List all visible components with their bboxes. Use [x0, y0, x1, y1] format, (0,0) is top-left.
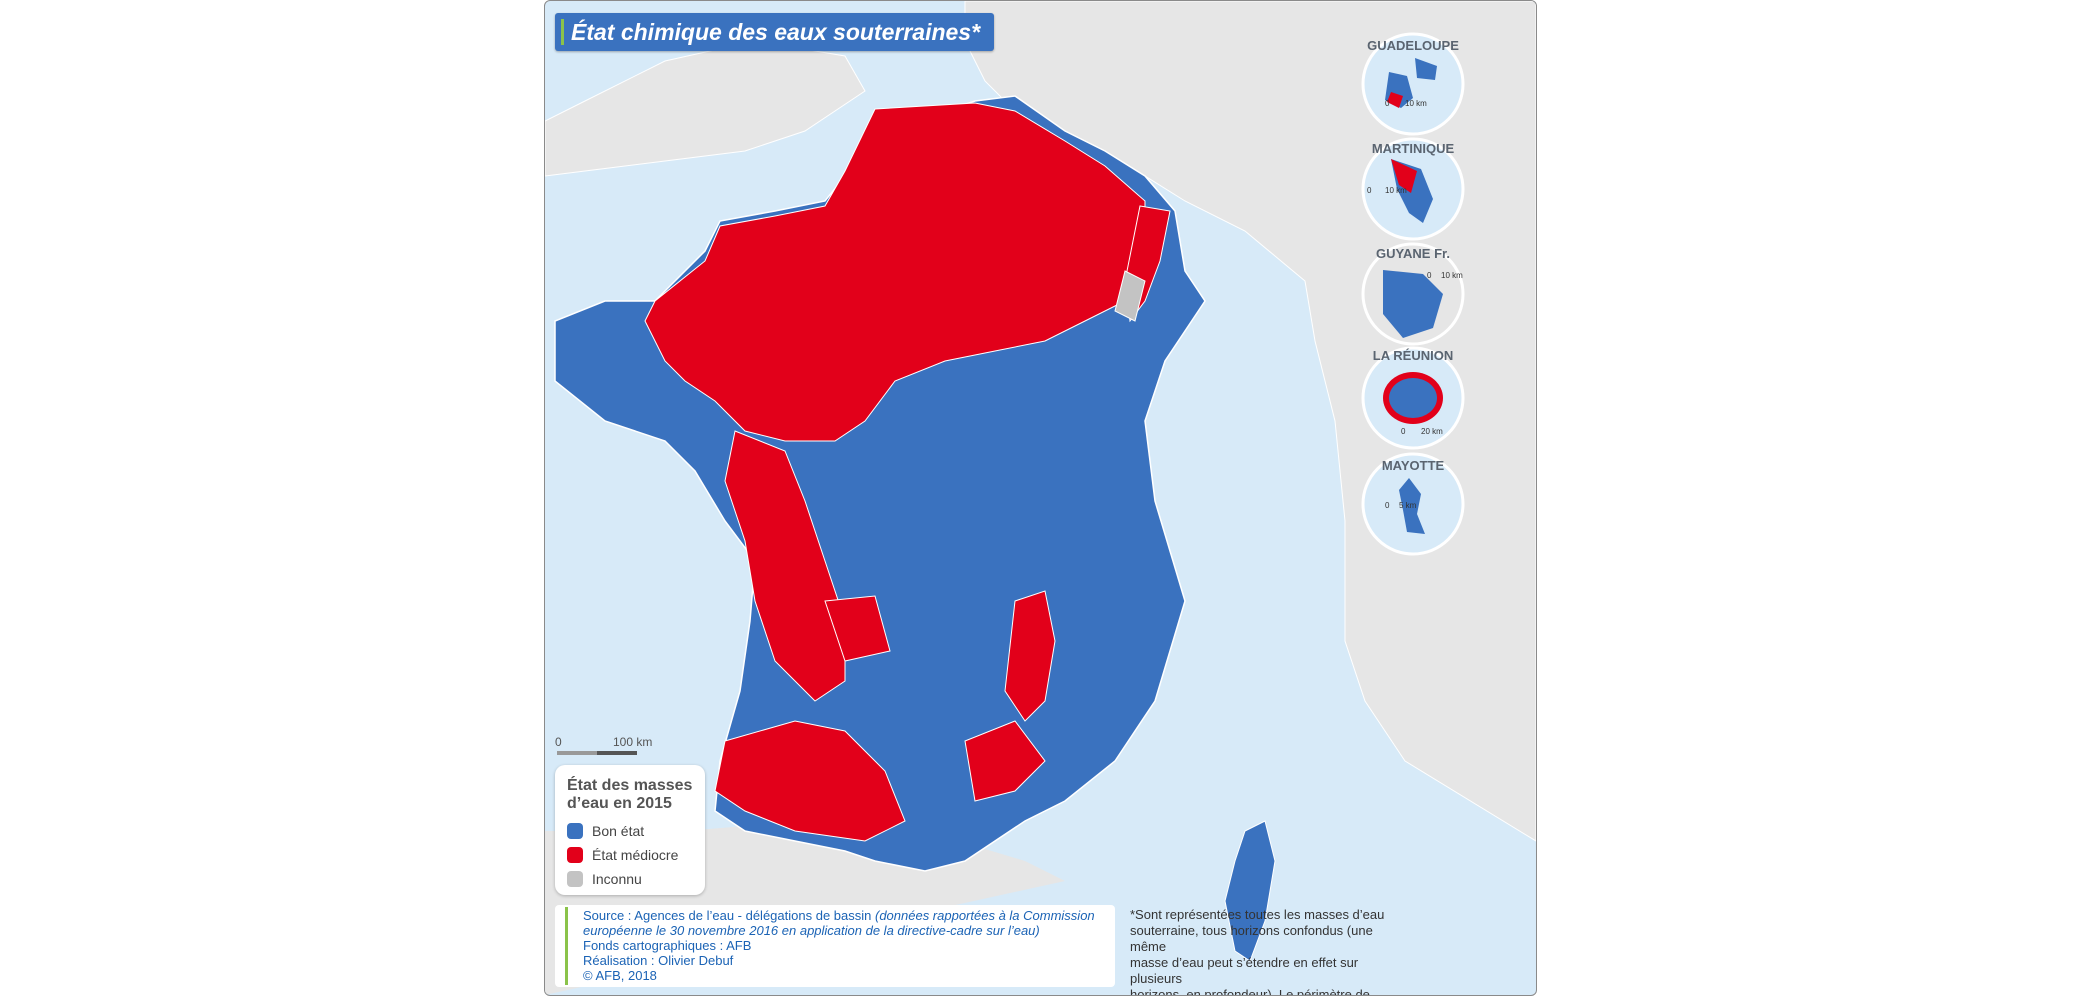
inset-reunion: LA RÉUNION 0 20 km	[1361, 346, 1465, 450]
poor-state-south-east	[964, 720, 1046, 802]
inset-label-reunion: LA RÉUNION	[1373, 348, 1453, 363]
legend-swatch-unknown	[567, 871, 583, 887]
legend-item-unknown: Inconnu	[567, 871, 695, 887]
guyane-land	[1383, 270, 1443, 338]
mayotte-island	[1399, 478, 1425, 534]
svg-text:10 km: 10 km	[1405, 99, 1427, 108]
source-line-4: © AFB, 2018	[583, 968, 657, 983]
poor-state-west-coast	[724, 430, 846, 702]
source-box: Source : Agences de l’eau - délégations …	[555, 905, 1115, 987]
inset-label-martinique: MARTINIQUE	[1372, 141, 1455, 156]
legend-swatch-poor	[567, 847, 583, 863]
scale-end-label: 100 km	[613, 735, 653, 749]
svg-text:0: 0	[1427, 271, 1432, 280]
uk-landmass	[545, 40, 866, 177]
inset-mayotte: MAYOTTE 0 5 km	[1361, 452, 1465, 556]
legend: État des masses d’eau en 2015 Bon état É…	[555, 765, 705, 895]
poor-state-center	[824, 595, 891, 662]
map-frame: GUADELOUPE 0 10 km MARTINIQUE 0 10 km GU…	[544, 0, 1537, 996]
svg-text:10 km: 10 km	[1385, 186, 1407, 195]
legend-item-poor: État médiocre	[567, 847, 695, 863]
source-line-2: Fonds cartographiques : AFB	[583, 938, 752, 953]
map-title-box: État chimique des eaux souterraines*	[555, 13, 995, 51]
svg-text:0: 0	[1385, 99, 1390, 108]
footnote: *Sont représentées toutes les masses d’e…	[1130, 907, 1385, 996]
poor-state-rhone	[1004, 590, 1056, 722]
svg-text:10 km: 10 km	[1441, 271, 1463, 280]
scale-bar	[557, 751, 637, 755]
inset-label-guyane: GUYANE Fr.	[1376, 246, 1450, 261]
legend-item-good: Bon état	[567, 823, 695, 839]
inset-guyane: GUYANE Fr. 0 10 km	[1361, 242, 1465, 346]
svg-text:0: 0	[1401, 427, 1406, 436]
poor-state-north	[644, 102, 1146, 442]
legend-label-good: Bon état	[592, 823, 645, 839]
legend-swatch-good	[567, 823, 583, 839]
inset-martinique: MARTINIQUE 0 10 km	[1361, 137, 1465, 241]
svg-text:20 km: 20 km	[1421, 427, 1443, 436]
corsica	[1224, 820, 1276, 962]
poor-state-southwest	[714, 720, 906, 842]
legend-title: État des masses d’eau en 2015	[567, 777, 693, 812]
map-canvas: GUADELOUPE 0 10 km MARTINIQUE 0 10 km GU…	[545, 1, 1536, 995]
svg-text:5 km: 5 km	[1399, 501, 1417, 510]
source-line-1: Source : Agences de l’eau - délégations …	[583, 908, 1095, 938]
inset-label-guadeloupe: GUADELOUPE	[1367, 38, 1459, 53]
unknown-state-zone	[1114, 270, 1146, 322]
inset-label-mayotte: MAYOTTE	[1382, 458, 1445, 473]
legend-label-unknown: Inconnu	[592, 871, 642, 887]
scale-start-label: 0	[555, 735, 562, 749]
svg-text:0: 0	[1385, 501, 1390, 510]
legend-label-poor: État médiocre	[592, 847, 679, 863]
svg-text:0: 0	[1367, 186, 1372, 195]
map-title: État chimique des eaux souterraines*	[571, 18, 981, 45]
source-line-3: Réalisation : Olivier Debuf	[583, 953, 734, 968]
inset-guadeloupe: GUADELOUPE 0 10 km	[1361, 32, 1465, 136]
